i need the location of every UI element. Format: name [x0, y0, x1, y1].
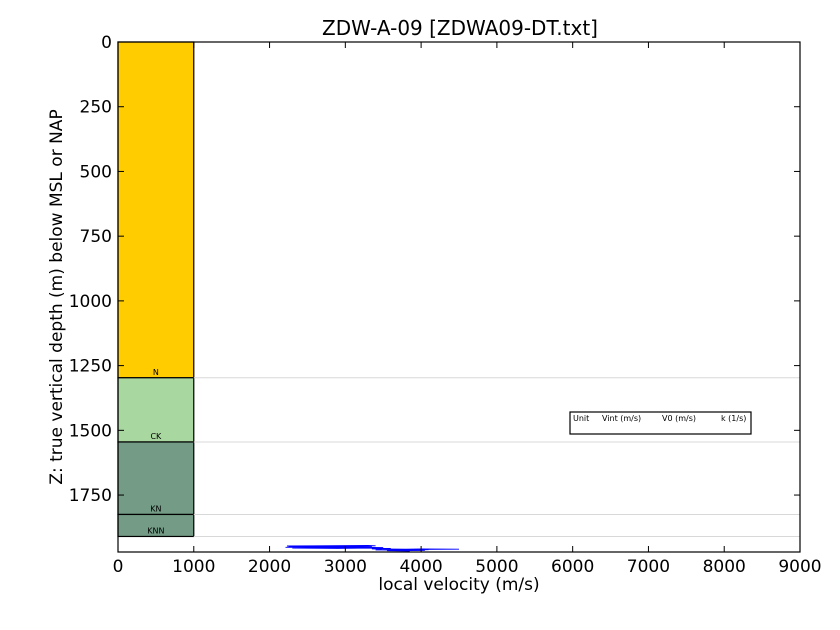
x-tick-label: 5000 [475, 557, 518, 577]
x-tick-label: 7000 [627, 557, 670, 577]
x-tick-label: 8000 [703, 557, 746, 577]
y-tick-label: 1000 [69, 292, 112, 312]
x-tick-label: 4000 [399, 557, 442, 577]
unit-block [117, 377, 195, 443]
x-tick-label: 2000 [248, 557, 291, 577]
unit-column: N CK KN KNN [117, 41, 195, 538]
legend-header-k: k (1/s) [721, 414, 746, 423]
y-tick-label: 750 [80, 227, 112, 247]
unit-block [117, 41, 195, 379]
y-axis: 0 250 500 750 1000 1250 1500 1750 [69, 33, 800, 506]
unit-label: N [153, 368, 159, 377]
x-tick-label: 1000 [172, 557, 215, 577]
x-axis-label: local velocity (m/s) [378, 575, 539, 595]
unit-label: KN [150, 504, 161, 513]
x-axis: 0 1000 2000 3000 4000 5000 6000 7000 8000 9000 [113, 42, 822, 577]
plot-frame [117, 41, 801, 553]
y-tick-label: 1500 [69, 421, 112, 441]
y-tick-label: 250 [80, 98, 112, 118]
legend-header-unit: Unit [573, 414, 589, 423]
y-tick-label: 1250 [69, 357, 112, 377]
x-tick-label: 6000 [551, 557, 594, 577]
legend-box: Unit Vint (m/s) V0 (m/s) k (1/s) [569, 411, 752, 435]
y-tick-label: 500 [80, 162, 112, 182]
y-tick-label: 1750 [69, 486, 112, 506]
x-tick-label: 3000 [324, 557, 367, 577]
x-tick-label: 0 [113, 557, 124, 577]
y-axis-label: Z: true vertical depth (m) below MSL or … [47, 109, 67, 484]
velocity-series [285, 545, 460, 552]
boundary-lines [193, 377, 800, 537]
legend-header-vint: Vint (m/s) [602, 414, 641, 423]
velocity-line [285, 545, 460, 552]
x-tick-label: 9000 [778, 557, 821, 577]
unit-label: CK [150, 432, 162, 441]
legend-header-v0: V0 (m/s) [662, 414, 696, 423]
unit-label: KNN [147, 526, 164, 535]
legend-frame [569, 411, 752, 435]
y-tick-label: 0 [101, 33, 112, 53]
chart-title: ZDW-A-09 [ZDWA09-DT.txt] [322, 16, 598, 40]
unit-block [117, 441, 195, 516]
